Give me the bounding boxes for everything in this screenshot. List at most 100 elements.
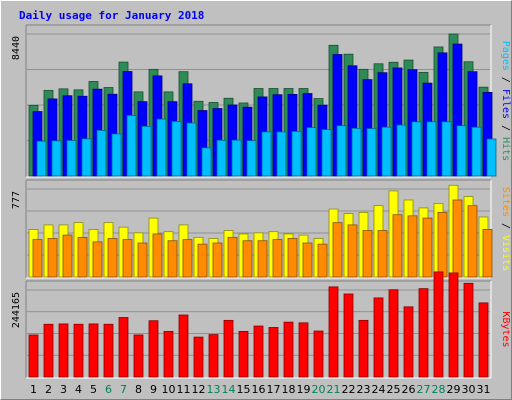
bar-sites-day-14 (227, 236, 238, 278)
x-tick-label-day-1: 1 (30, 383, 37, 396)
bar-kbytes-day-26 (403, 306, 414, 378)
bar-pages-day-27 (426, 121, 437, 177)
bar-sites-day-16 (257, 240, 268, 278)
y-max-label-kbytes: 244165 (11, 292, 22, 328)
bar-pages-day-18 (291, 131, 302, 177)
bar-kbytes-day-27 (418, 288, 429, 378)
bar-sites-day-19 (302, 242, 313, 278)
x-tick-label-day-29: 29 (447, 383, 461, 396)
bar-pages-day-16 (261, 131, 272, 177)
x-tick-label-day-16: 16 (252, 383, 266, 396)
x-tick-label-day-28: 28 (432, 383, 446, 396)
series-label-kbytes: KBytes (500, 311, 511, 347)
bar-pages-day-7 (126, 115, 137, 177)
x-tick-label-day-9: 9 (150, 383, 157, 396)
bar-pages-day-29 (456, 125, 467, 177)
bar-sites-day-1 (32, 239, 43, 278)
x-tick-label-day-10: 10 (162, 383, 176, 396)
bar-kbytes-day-4 (73, 323, 84, 378)
bar-sites-day-26 (407, 215, 418, 278)
x-tick-label-day-23: 23 (357, 383, 371, 396)
bar-pages-day-4 (81, 138, 92, 177)
bar-sites-day-15 (242, 240, 253, 278)
bar-pages-day-31 (486, 138, 497, 177)
x-tick-label-day-2: 2 (45, 383, 52, 396)
bar-sites-day-3 (62, 234, 73, 278)
bar-sites-day-9 (152, 233, 163, 278)
bar-kbytes-day-20 (313, 330, 324, 378)
x-tick-label-day-27: 27 (417, 383, 431, 396)
bar-kbytes-day-18 (283, 321, 294, 378)
bar-pages-day-15 (246, 140, 257, 177)
bar-kbytes-day-30 (463, 282, 474, 378)
bar-pages-day-10 (171, 121, 182, 177)
bar-kbytes-day-21 (328, 286, 339, 378)
x-tick-label-day-21: 21 (327, 383, 341, 396)
bar-pages-day-19 (306, 127, 317, 177)
bar-kbytes-day-1 (28, 334, 39, 378)
bar-kbytes-day-16 (253, 325, 264, 378)
bar-sites-day-23 (362, 230, 373, 278)
bar-pages-day-25 (396, 124, 407, 177)
x-tick-label-day-26: 26 (402, 383, 416, 396)
bar-kbytes-day-23 (358, 319, 369, 378)
series-label-files: Files (500, 89, 511, 119)
x-tick-label-day-4: 4 (75, 383, 82, 396)
x-tick-label-day-24: 24 (372, 383, 386, 396)
bar-sites-day-8 (137, 242, 148, 278)
bar-kbytes-day-31 (478, 302, 489, 378)
bar-pages-day-6 (111, 133, 122, 177)
bar-sites-day-4 (77, 236, 88, 278)
bar-kbytes-day-22 (343, 293, 354, 378)
bar-pages-day-26 (411, 121, 422, 177)
x-tick-label-day-15: 15 (237, 383, 251, 396)
bar-pages-day-2 (51, 140, 62, 177)
bar-sites-day-20 (317, 243, 328, 278)
x-tick-label-day-13: 13 (207, 383, 221, 396)
bar-sites-day-5 (92, 241, 103, 278)
bar-sites-day-10 (167, 240, 178, 278)
x-tick-label-day-18: 18 (282, 383, 296, 396)
series-label-sites: Sites (500, 187, 511, 217)
x-tick-label-day-22: 22 (342, 383, 356, 396)
bar-kbytes-day-7 (118, 317, 129, 378)
bar-kbytes-day-13 (208, 334, 219, 378)
bar-pages-day-12 (201, 147, 212, 177)
x-tick-label-day-14: 14 (222, 383, 236, 396)
bar-kbytes-day-25 (388, 289, 399, 378)
bar-pages-day-9 (156, 118, 167, 177)
bar-sites-day-11 (182, 239, 193, 278)
bar-pages-day-14 (231, 139, 242, 177)
bar-kbytes-day-29 (448, 272, 459, 378)
bar-sites-day-12 (197, 243, 208, 278)
bar-pages-day-11 (186, 122, 197, 177)
bar-kbytes-day-12 (193, 336, 204, 378)
bar-kbytes-day-10 (163, 330, 174, 378)
bar-sites-day-30 (467, 205, 478, 278)
x-tick-label-day-11: 11 (177, 383, 191, 396)
bar-sites-day-31 (482, 229, 493, 278)
x-tick-label-day-17: 17 (267, 383, 281, 396)
bar-kbytes-day-11 (178, 314, 189, 378)
series-label-hits: Hits (500, 137, 511, 161)
bar-pages-day-24 (381, 126, 392, 177)
series-label-separator: / (500, 217, 511, 235)
bar-kbytes-day-15 (238, 330, 249, 378)
bar-pages-day-3 (66, 140, 77, 177)
bar-sites-day-21 (332, 222, 343, 278)
x-tick-label-day-25: 25 (387, 383, 401, 396)
bar-sites-day-28 (437, 212, 448, 278)
bar-sites-day-27 (422, 217, 433, 278)
bar-sites-day-6 (107, 238, 118, 278)
series-label-separator: / (500, 71, 511, 89)
bar-kbytes-day-5 (88, 323, 99, 378)
bar-kbytes-day-14 (223, 319, 234, 378)
x-tick-label-day-30: 30 (462, 383, 476, 396)
bar-kbytes-day-17 (268, 327, 279, 378)
bar-kbytes-day-2 (43, 323, 54, 378)
series-labels-visits_sites: Sites / Visits (500, 187, 511, 271)
bar-sites-day-7 (122, 239, 133, 278)
bar-kbytes-day-19 (298, 322, 309, 378)
bar-sites-day-2 (47, 238, 58, 278)
